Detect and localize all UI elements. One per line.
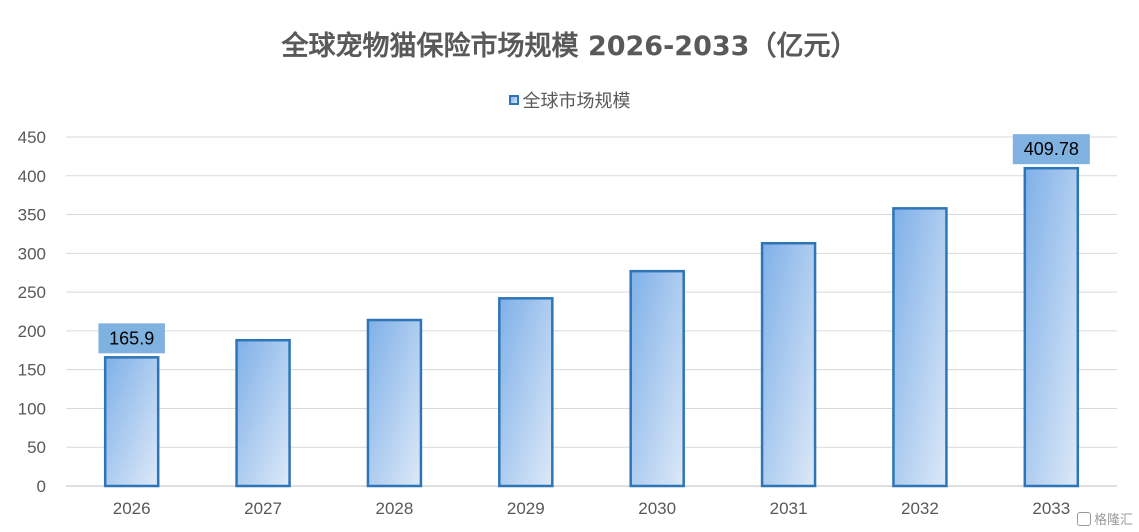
bar xyxy=(760,242,817,488)
bar xyxy=(629,269,685,488)
bar xyxy=(366,318,423,488)
data-labels: 165.9 409.78 xyxy=(98,134,1090,354)
legend: 全球市场规模 xyxy=(0,87,1139,113)
x-tick-label: 2029 xyxy=(507,499,545,518)
y-tick-label: 0 xyxy=(37,477,46,496)
bar xyxy=(1023,166,1080,488)
x-axis-ticks: 2026 2027 2028 2029 2030 2031 2032 2033 xyxy=(113,499,1070,518)
grid-lines xyxy=(66,136,1117,487)
y-tick-label: 100 xyxy=(18,399,46,418)
y-tick-label: 200 xyxy=(18,322,46,341)
data-label: 165.9 xyxy=(98,323,165,354)
y-tick-label: 350 xyxy=(18,206,46,225)
data-label-value: 165.9 xyxy=(109,328,154,348)
legend-label: 全球市场规模 xyxy=(522,91,631,112)
data-label-box xyxy=(1012,134,1090,165)
data-label: 409.78 xyxy=(1012,134,1090,165)
x-tick-label: 2031 xyxy=(770,499,808,518)
data-label-value: 409.78 xyxy=(1024,139,1079,159)
y-tick-label: 300 xyxy=(18,244,46,263)
y-tick-label: 400 xyxy=(18,167,46,186)
bar xyxy=(892,207,948,488)
y-tick-label: 50 xyxy=(27,438,46,457)
x-tick-label: 2028 xyxy=(376,499,414,518)
x-tick-label: 2032 xyxy=(901,499,939,518)
bar xyxy=(235,338,291,488)
y-tick-label: 150 xyxy=(18,361,46,380)
y-tick-label: 250 xyxy=(18,283,46,302)
logo-icon xyxy=(1076,511,1091,526)
bars xyxy=(103,166,1080,488)
y-tick-label: 450 xyxy=(18,128,46,147)
data-label-box xyxy=(98,323,165,354)
chart-title: 全球宠物猫保险市场规模 2026-2033（亿元） xyxy=(281,31,858,62)
bar xyxy=(498,297,554,488)
watermark-text: 格隆汇 xyxy=(1093,513,1133,528)
x-tick-label: 2026 xyxy=(113,499,151,518)
x-tick-label: 2030 xyxy=(638,499,676,518)
watermark: 格隆汇 xyxy=(1076,509,1133,528)
y-axis-ticks: 0 50 100 150 200 250 300 350 400 450 xyxy=(18,128,46,496)
legend-swatch xyxy=(508,95,519,105)
x-tick-label: 2027 xyxy=(244,499,282,518)
bar xyxy=(103,356,160,488)
x-tick-label: 2033 xyxy=(1032,499,1070,518)
